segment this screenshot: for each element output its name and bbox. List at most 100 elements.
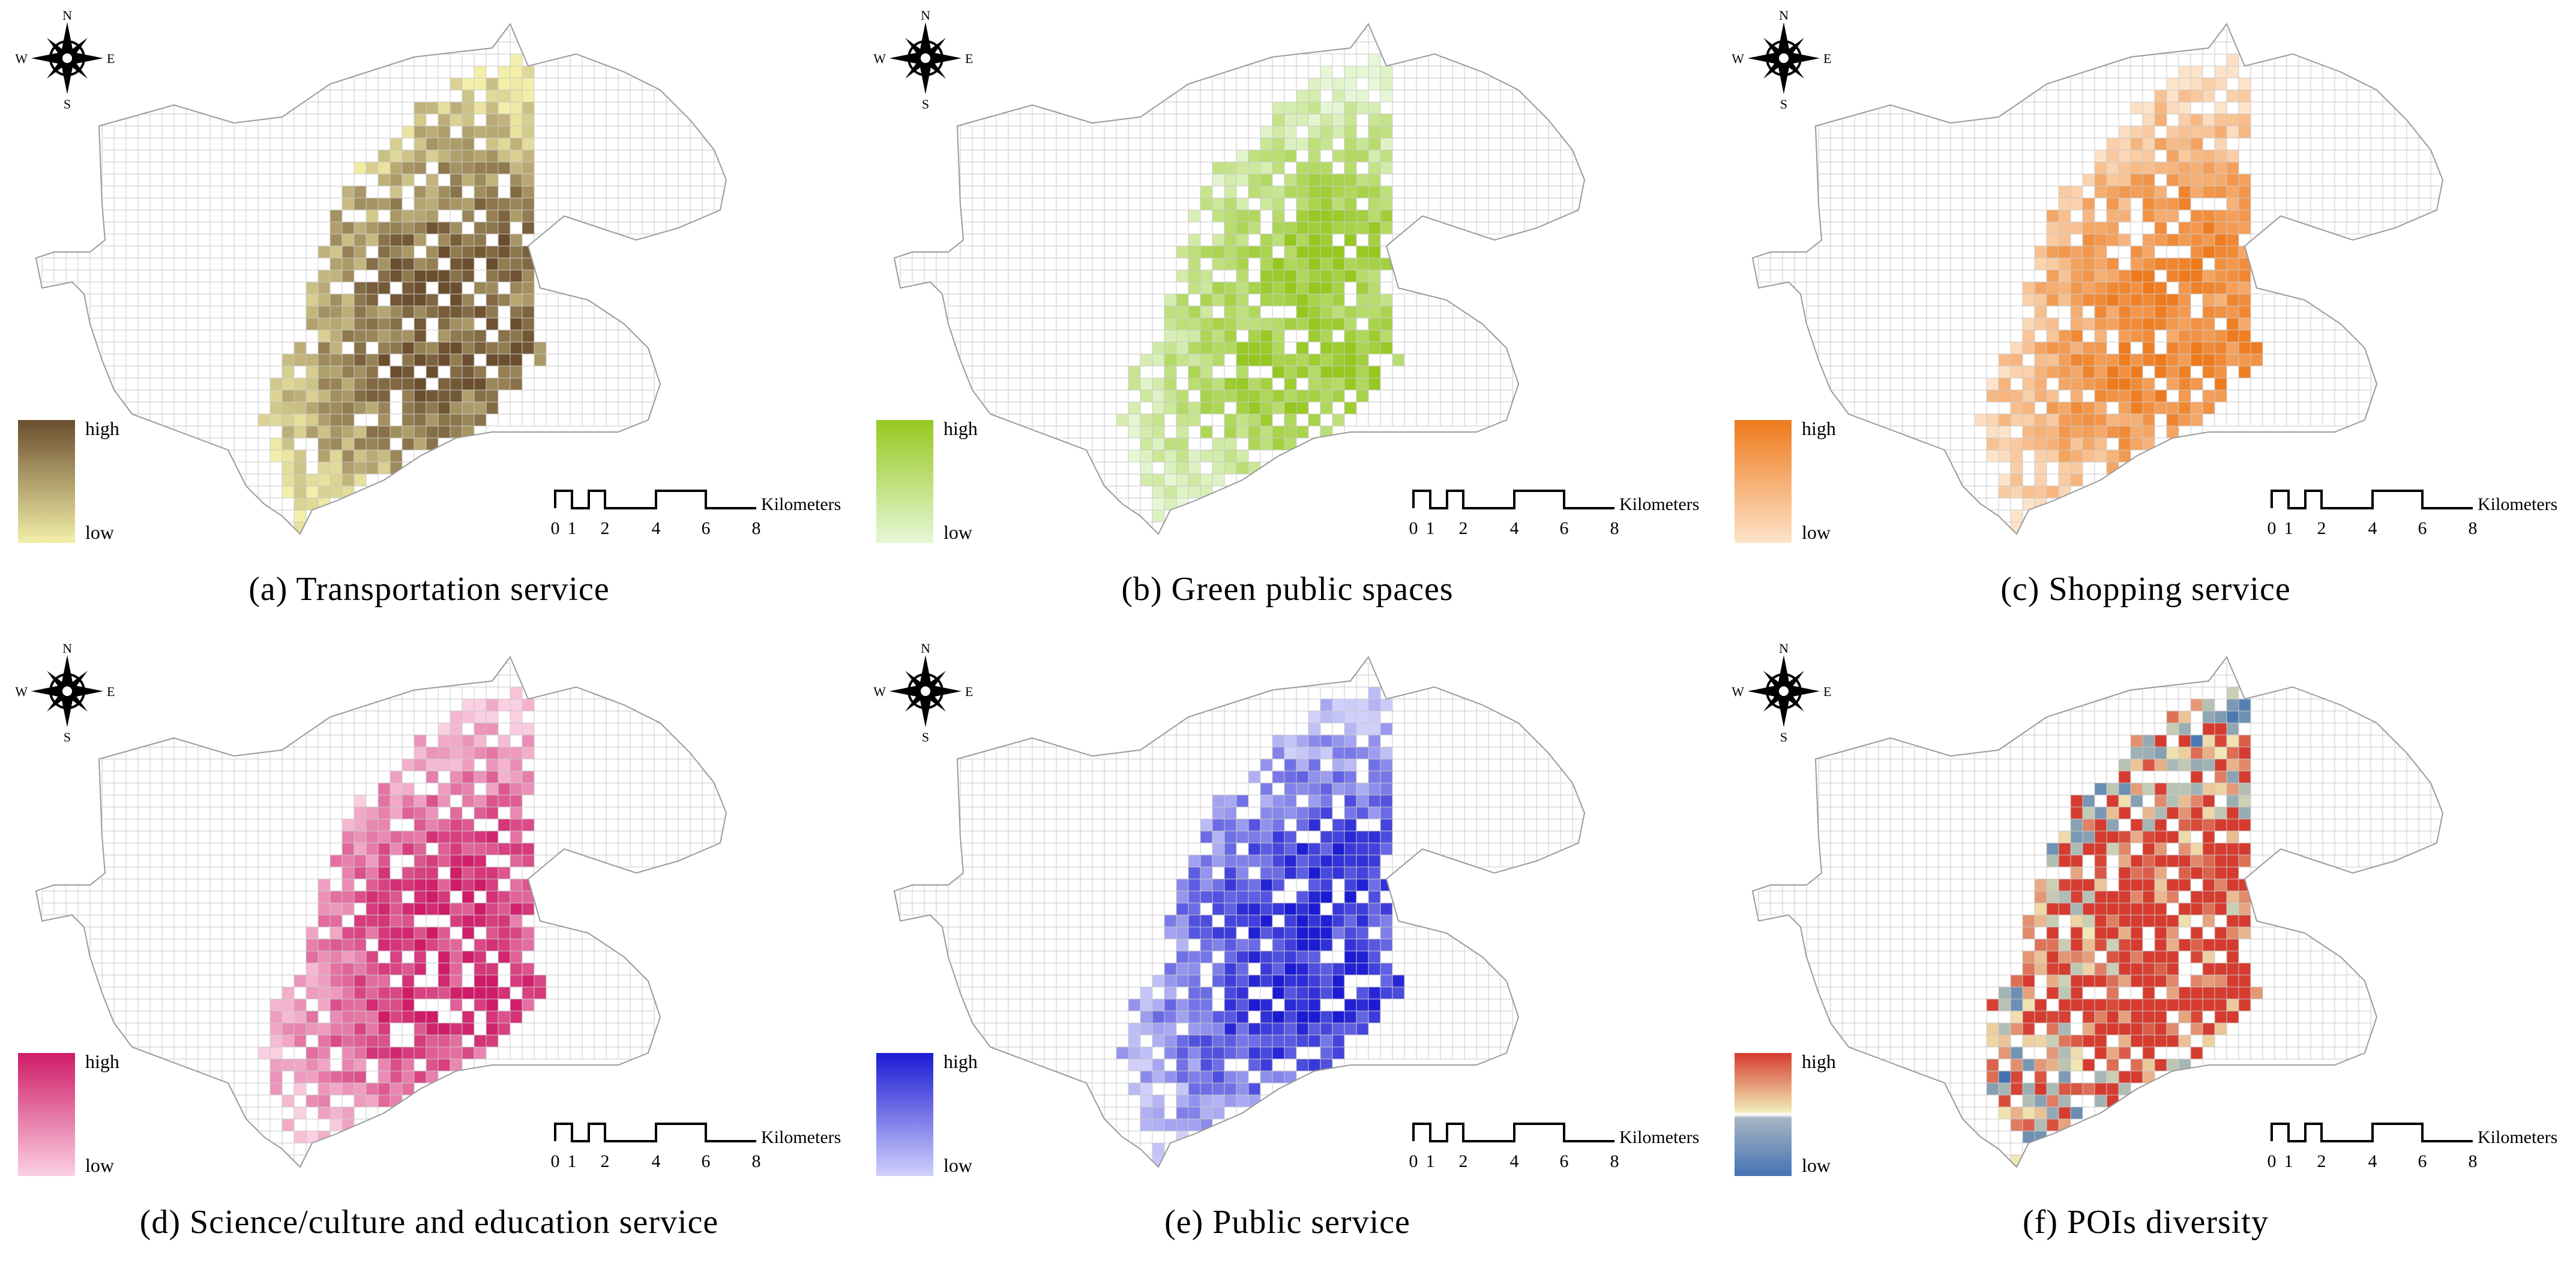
grid-cell: [390, 198, 402, 210]
grid-cell: [2047, 450, 2059, 462]
grid-cell: [426, 162, 438, 174]
grid-cell: [330, 162, 342, 174]
grid-cell: [366, 390, 378, 402]
grid-cell: [2287, 186, 2299, 198]
grid-cell: [1440, 210, 1452, 222]
grid-cell: [972, 378, 984, 390]
grid-cell: [366, 426, 378, 438]
grid-cell: [330, 126, 342, 138]
grid-cell: [1056, 258, 1068, 270]
grid-cell: [2215, 342, 2227, 354]
grid-cell: [486, 783, 498, 795]
grid-cell: [1356, 234, 1368, 246]
grid-cell: [2227, 66, 2239, 78]
grid-cell: [654, 759, 666, 771]
grid-cell: [1212, 354, 1224, 366]
grid-cell: [2395, 150, 2407, 162]
grid-cell: [2227, 162, 2239, 174]
grid-cell: [582, 843, 594, 855]
grid-cell: [318, 258, 330, 270]
grid-cell: [162, 402, 174, 414]
grid-cell: [1428, 366, 1440, 378]
grid-cell: [306, 879, 318, 891]
grid-cell: [1891, 414, 1903, 426]
grid-cell: [2239, 138, 2251, 150]
grid-cell: [1464, 174, 1476, 186]
grid-cell: [630, 102, 642, 114]
grid-cell: [2131, 90, 2143, 102]
grid-cell: [366, 126, 378, 138]
grid-cell: [546, 807, 558, 819]
grid-cell: [2263, 390, 2275, 402]
grid-cell: [1116, 282, 1128, 294]
grid-cell: [2215, 174, 2227, 186]
grid-cell: [2023, 246, 2035, 258]
grid-cell: [1987, 474, 1999, 486]
grid-cell: [1855, 186, 1867, 198]
grid-cell: [438, 270, 450, 282]
grid-cell: [1260, 342, 1272, 354]
grid-cell: [474, 879, 486, 891]
grid-cell: [1951, 330, 1963, 342]
grid-cell: [2047, 474, 2059, 486]
grid-cell: [1068, 318, 1080, 330]
grid-cell: [246, 150, 258, 162]
grid-cell: [618, 402, 630, 414]
grid-cell: [570, 102, 582, 114]
grid-cell: [330, 735, 342, 747]
grid-cell: [2215, 54, 2227, 66]
legend-low-label: low: [943, 521, 972, 543]
grid-cell: [1164, 102, 1176, 114]
grid-cell: [1332, 354, 1344, 366]
grid-cell: [2179, 78, 2191, 90]
grid-cell: [630, 222, 642, 234]
grid-cell: [1152, 126, 1164, 138]
grid-cell: [1224, 90, 1236, 102]
grid-cell: [1200, 246, 1212, 258]
grid-cell: [2335, 354, 2347, 366]
grid-cell: [2311, 354, 2323, 366]
grid-cell: [678, 747, 690, 759]
grid-cell: [270, 486, 282, 498]
grid-cell: [150, 210, 162, 222]
grid-cell: [2011, 522, 2023, 534]
grid-cell: [1963, 162, 1975, 174]
grid-cell: [1176, 102, 1188, 114]
grid-cell: [378, 318, 390, 330]
grid-cell: [2131, 270, 2143, 282]
grid-cell: [2023, 234, 2035, 246]
grid-cell: [1819, 258, 1831, 270]
grid-cell: [1236, 282, 1248, 294]
grid-cell: [342, 378, 354, 390]
grid-cell: [1068, 354, 1080, 366]
grid-cell: [498, 138, 510, 150]
grid-cell: [1260, 138, 1272, 150]
grid-cell: [306, 486, 318, 498]
grid-cell: [1819, 126, 1831, 138]
grid-cell: [1344, 342, 1356, 354]
grid-cell: [186, 879, 198, 891]
grid-cell: [2011, 474, 2023, 486]
grid-cell: [510, 234, 522, 246]
grid-cell: [618, 210, 630, 222]
grid-cell: [366, 378, 378, 390]
grid-cell: [1963, 222, 1975, 234]
grid-cell: [450, 867, 462, 879]
grid-cell: [126, 831, 138, 843]
grid-cell: [378, 807, 390, 819]
grid-cell: [1951, 258, 1963, 270]
grid-cell: [1140, 126, 1152, 138]
grid-cell: [78, 258, 90, 270]
grid-cell: [2071, 186, 2083, 198]
grid-cell: [354, 330, 366, 342]
grid-cell: [102, 234, 114, 246]
grid-cell: [2347, 390, 2359, 402]
grid-cell: [558, 330, 570, 342]
grid-cell: [510, 186, 522, 198]
grid-cell: [1404, 294, 1416, 306]
grid-cell: [2035, 90, 2047, 102]
grid-cell: [1032, 306, 1044, 318]
grid-cell: [294, 879, 306, 891]
grid-cell: [378, 747, 390, 759]
grid-cell: [1831, 270, 1843, 282]
